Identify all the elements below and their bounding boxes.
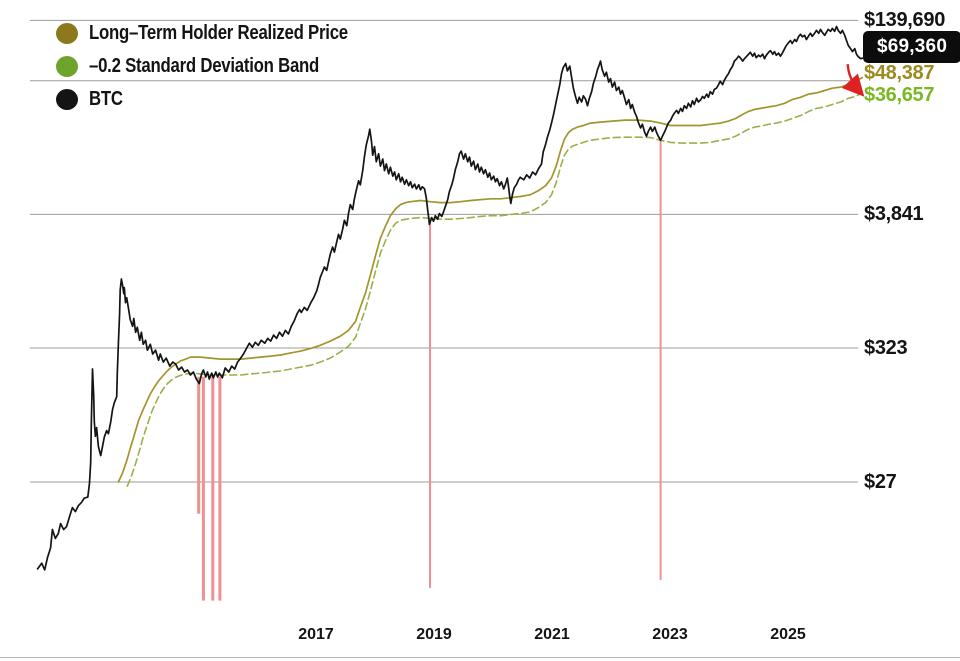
bottom-border	[0, 657, 960, 658]
legend-swatch-olive-icon	[56, 23, 78, 44]
x-axis-tick-2023: 2023	[652, 626, 688, 643]
legend-label: BTC	[89, 88, 123, 110]
y-axis-label-139690: $139,690	[864, 9, 946, 31]
drop-arrow-icon	[841, 64, 865, 97]
x-axis-tick-2017: 2017	[298, 626, 334, 643]
y-axis-label-3841: $3,841	[864, 203, 924, 225]
x-axis-tick-2025: 2025	[770, 626, 806, 643]
y-axis-label-323: $323	[864, 337, 908, 359]
legend-item-btc: BTC	[56, 83, 397, 116]
x-axis-tick-2019: 2019	[416, 626, 452, 643]
legend-item-lth-realized-price: Long–Term Holder Realized Price	[56, 17, 397, 50]
lth-price-label: $48,387	[864, 62, 935, 84]
series-btc	[36, 25, 864, 571]
x-axis-tick-2021: 2021	[534, 626, 570, 643]
y-axis-label-27: $27	[864, 471, 897, 493]
legend-label: –0.2 Standard Deviation Band	[89, 55, 320, 77]
btc-price-badge: $69,360	[863, 31, 960, 63]
legend-swatch-black-icon	[56, 89, 78, 110]
legend-swatch-green-icon	[56, 56, 78, 77]
legend-item-deviation-band: –0.2 Standard Deviation Band	[56, 50, 397, 83]
series-long-term-holder-realized-price	[117, 76, 864, 483]
band-price-label: $36,657	[864, 84, 935, 106]
legend-label: Long–Term Holder Realized Price	[89, 22, 348, 44]
series--0-2-standard-deviation-band	[126, 91, 864, 488]
legend: Long–Term Holder Realized Price –0.2 Sta…	[56, 17, 397, 116]
